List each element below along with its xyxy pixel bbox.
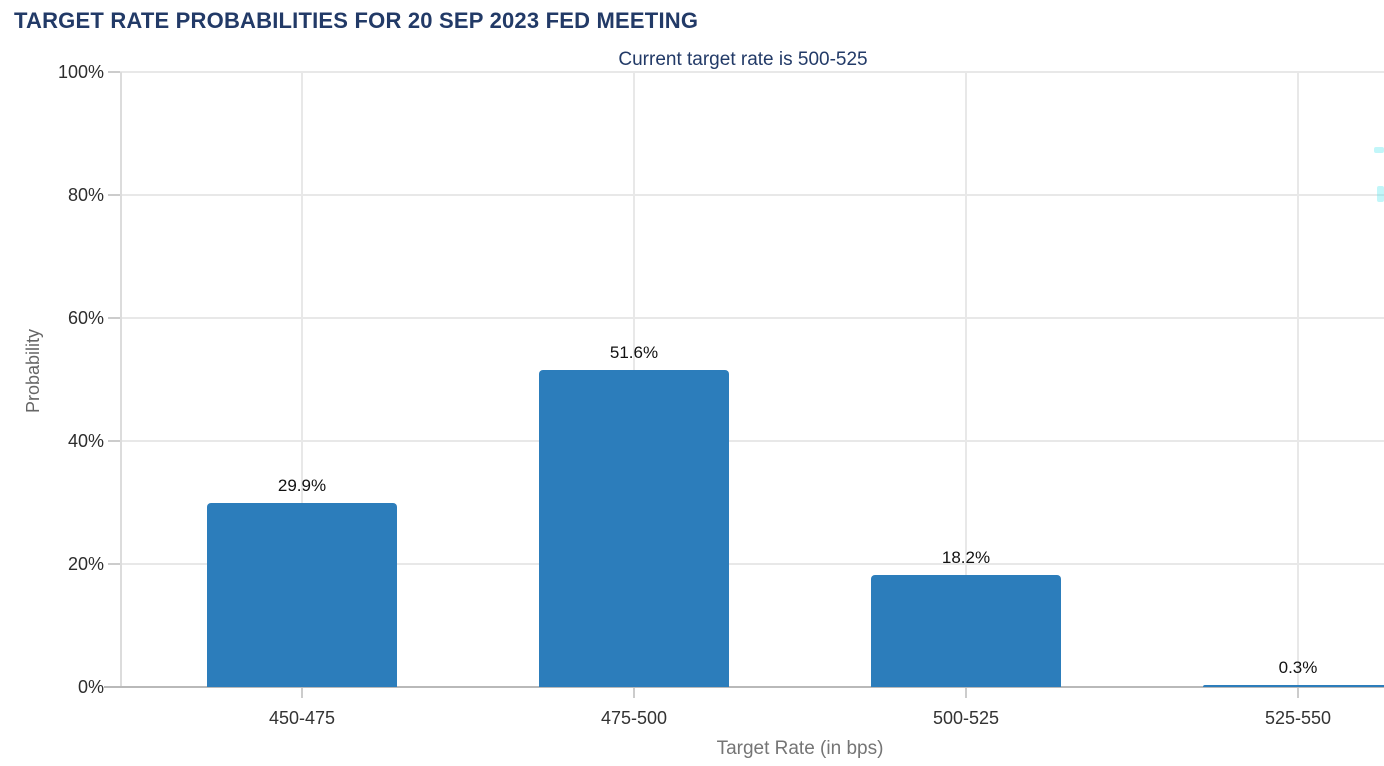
y-gridline [120,194,1384,196]
x-tick-label: 500-525 [932,708,1000,728]
x-gridline [301,72,303,687]
x-gridline [965,72,967,687]
y-gridline [120,440,1384,442]
y-tick-mark [108,440,120,442]
y-gridline [120,563,1384,565]
x-axis-line [104,686,1384,688]
x-tick-label: 450-475 [268,708,336,728]
screen-edge-artifact [1374,147,1384,153]
y-tick-mark [108,563,120,565]
y-tick-label: 80% [67,185,104,205]
y-axis-title: Probability [23,328,43,414]
y-axis-line [120,72,122,687]
bar-500-525[interactable] [871,575,1061,687]
y-gridline [120,71,1384,73]
y-tick-mark [108,71,120,73]
chart-title: TARGET RATE PROBABILITIES FOR 20 SEP 202… [14,8,699,33]
y-tick-label: 100% [57,62,104,82]
chart-subtitle: Current target rate is 500-525 [618,49,868,70]
x-gridline [1297,72,1299,687]
x-tick-label: 525-550 [1264,708,1332,728]
bar-value-label: 29.9% [277,476,327,495]
bar-475-500[interactable] [539,370,729,687]
x-axis-title: Target Rate (in bps) [716,738,884,759]
bar-value-label: 51.6% [609,343,659,362]
bar-value-label: 18.2% [941,548,991,567]
y-tick-mark [108,317,120,319]
screen-edge-artifact [1377,186,1384,202]
y-tick-label: 60% [67,308,104,328]
y-tick-label: 40% [67,431,104,451]
bar-450-475[interactable] [207,503,397,687]
y-tick-mark [108,194,120,196]
bar-525-550[interactable] [1203,685,1384,687]
x-tick-mark [1297,688,1299,698]
y-gridline [120,317,1384,319]
x-tick-mark [301,688,303,698]
bar-value-label: 0.3% [1278,658,1318,677]
x-tick-mark [965,688,967,698]
y-tick-label: 20% [67,554,104,574]
y-tick-label: 0% [77,677,104,697]
x-tick-label: 475-500 [600,708,668,728]
x-tick-mark [633,688,635,698]
